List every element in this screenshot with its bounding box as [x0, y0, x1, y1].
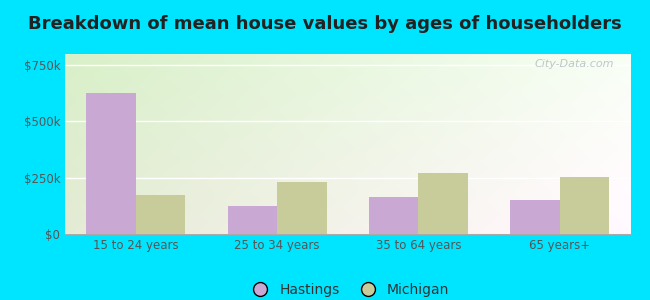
Text: City-Data.com: City-Data.com — [534, 59, 614, 69]
Bar — [277, 182, 326, 234]
Legend: Hastings, Michigan: Hastings, Michigan — [240, 278, 455, 300]
Bar — [510, 200, 560, 234]
Bar — [227, 206, 277, 234]
Text: Breakdown of mean house values by ages of householders: Breakdown of mean house values by ages o… — [28, 15, 622, 33]
Bar — [419, 173, 468, 234]
Bar — [86, 93, 136, 234]
Bar — [369, 197, 419, 234]
Bar — [136, 195, 185, 234]
Bar — [560, 177, 609, 234]
